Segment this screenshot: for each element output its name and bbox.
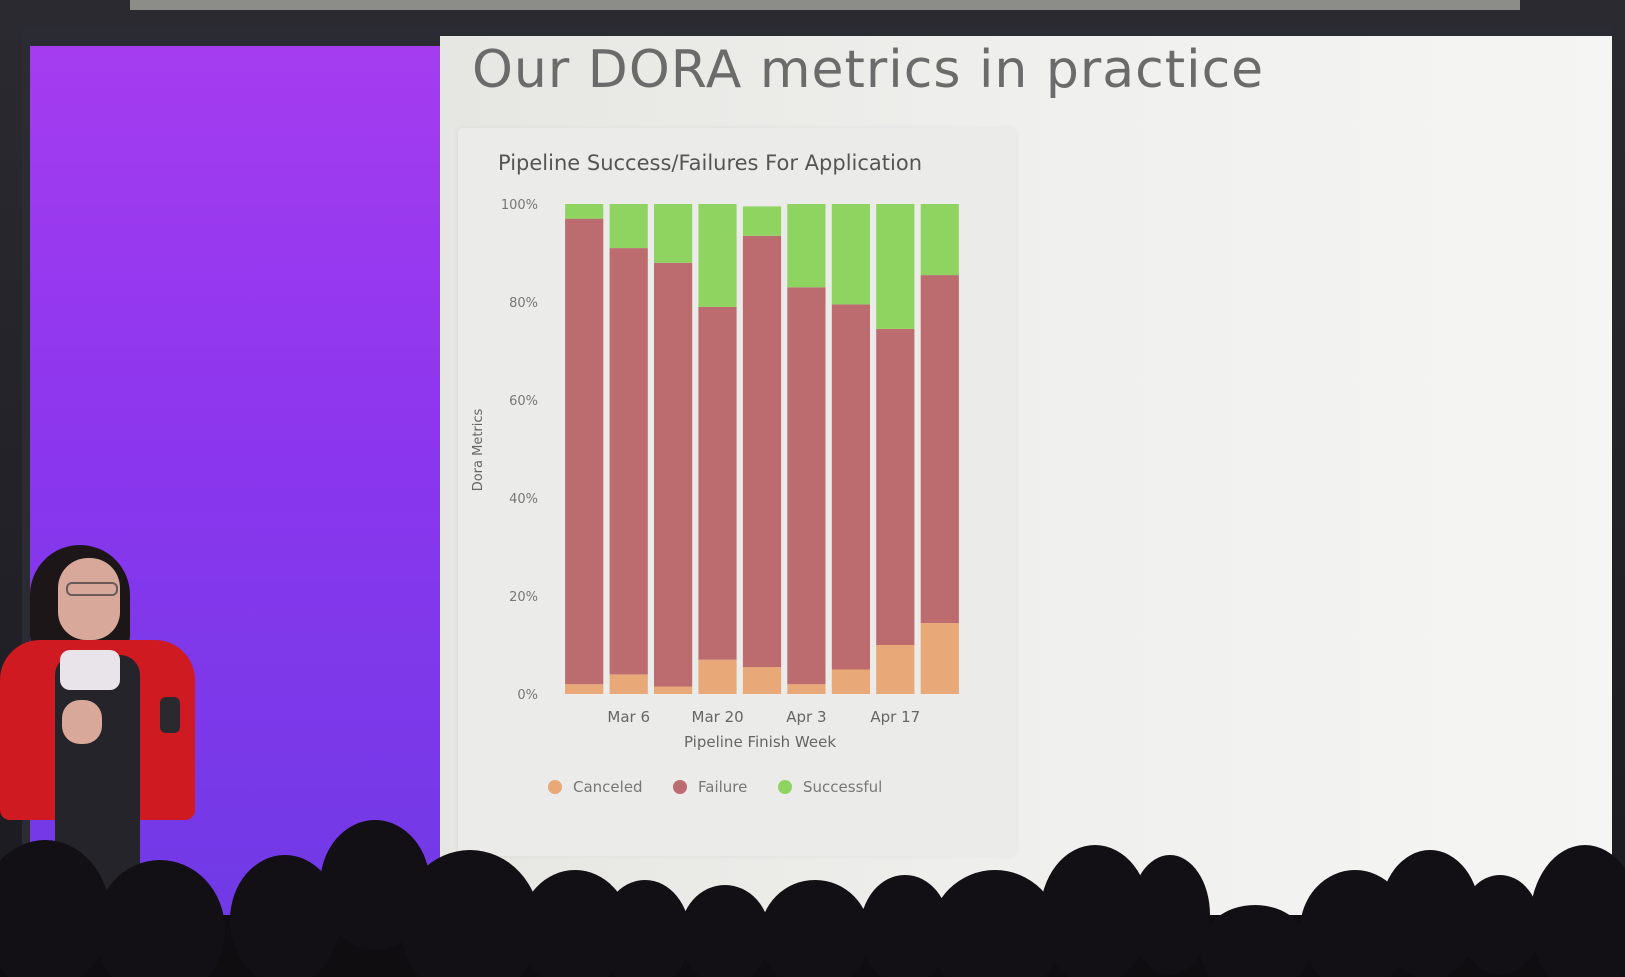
bar-segment-successful bbox=[787, 204, 826, 288]
bar-segment-failure bbox=[742, 235, 782, 668]
audience-head bbox=[680, 885, 770, 977]
slide-title: Our DORA metrics in practice bbox=[472, 40, 1265, 100]
legend: Canceled Failure Successful bbox=[548, 778, 882, 796]
audience-head bbox=[95, 860, 225, 977]
ceiling-strip bbox=[130, 0, 1520, 10]
bar-segment-failure bbox=[831, 304, 870, 670]
bar-segment-successful bbox=[920, 204, 959, 276]
y-axis: 0% 20% 40% 60% 80% 100% bbox=[501, 198, 538, 703]
audience-head bbox=[760, 880, 870, 977]
presenter-glasses bbox=[66, 582, 118, 596]
y-tick-label: 40% bbox=[509, 492, 538, 507]
y-tick-label: 80% bbox=[509, 296, 538, 311]
bars bbox=[565, 204, 959, 694]
legend-label: Failure bbox=[698, 778, 747, 796]
legend-label: Successful bbox=[803, 778, 882, 796]
audience-head bbox=[1460, 875, 1540, 975]
y-tick-label: 20% bbox=[509, 590, 538, 605]
legend-swatch bbox=[673, 780, 687, 794]
audience-head bbox=[0, 840, 110, 977]
bar-segment-canceled bbox=[787, 684, 826, 694]
bar-segment-successful bbox=[565, 204, 604, 219]
bar-segment-canceled bbox=[698, 659, 737, 694]
legend-swatch bbox=[548, 780, 562, 794]
bar-segment-canceled bbox=[565, 684, 604, 694]
audience-head bbox=[930, 870, 1060, 977]
audience-head bbox=[1130, 855, 1210, 975]
bar-segment-failure bbox=[565, 218, 604, 685]
x-axis: Mar 6 Mar 20 Apr 3 Apr 17 bbox=[607, 708, 920, 726]
presenter-hand bbox=[62, 700, 102, 744]
presenter-clicker bbox=[160, 697, 180, 733]
legend-label: Canceled bbox=[573, 778, 643, 796]
bar-segment-canceled bbox=[654, 686, 693, 694]
bar-segment-successful bbox=[609, 204, 648, 249]
y-axis-label: Dora Metrics bbox=[471, 408, 486, 491]
audience-head bbox=[600, 880, 690, 977]
legend-item: Canceled bbox=[548, 778, 643, 796]
bar-segment-canceled bbox=[742, 667, 782, 694]
bar-segment-failure bbox=[698, 306, 737, 660]
bar-segment-canceled bbox=[609, 674, 648, 694]
audience-head bbox=[400, 850, 540, 977]
bar-segment-canceled bbox=[876, 645, 915, 694]
y-tick-label: 60% bbox=[509, 394, 538, 409]
y-tick-label: 100% bbox=[501, 198, 538, 213]
legend-item: Failure bbox=[673, 778, 747, 796]
bar-segment-failure bbox=[654, 262, 693, 687]
stacked-bar-chart: Pipeline Success/Failures For Applicatio… bbox=[471, 151, 959, 796]
x-tick-label: Apr 17 bbox=[870, 708, 920, 726]
chart-title: Pipeline Success/Failures For Applicatio… bbox=[498, 151, 922, 175]
legend-swatch bbox=[778, 780, 792, 794]
y-tick-label: 0% bbox=[517, 688, 538, 703]
bar-segment-failure bbox=[609, 248, 648, 675]
presenter-collar bbox=[60, 650, 120, 690]
bar-segment-canceled bbox=[920, 622, 959, 694]
presenter-face bbox=[58, 558, 120, 640]
legend-item: Successful bbox=[778, 778, 882, 796]
bar-segment-failure bbox=[787, 287, 826, 685]
bar-segment-successful bbox=[654, 204, 693, 263]
bar-segment-successful bbox=[876, 204, 915, 329]
x-tick-label: Mar 20 bbox=[692, 708, 744, 726]
x-tick-label: Mar 6 bbox=[607, 708, 650, 726]
bar-segment-successful bbox=[831, 204, 870, 305]
bar-segment-failure bbox=[920, 275, 959, 623]
audience-head bbox=[1200, 905, 1310, 977]
bar-segment-canceled bbox=[831, 669, 870, 694]
bar-segment-successful bbox=[698, 204, 737, 307]
x-tick-label: Apr 3 bbox=[786, 708, 826, 726]
bar-segment-successful bbox=[742, 206, 782, 236]
audience-head bbox=[1530, 845, 1625, 977]
bar-segment-failure bbox=[876, 328, 915, 645]
x-axis-label: Pipeline Finish Week bbox=[684, 733, 836, 751]
